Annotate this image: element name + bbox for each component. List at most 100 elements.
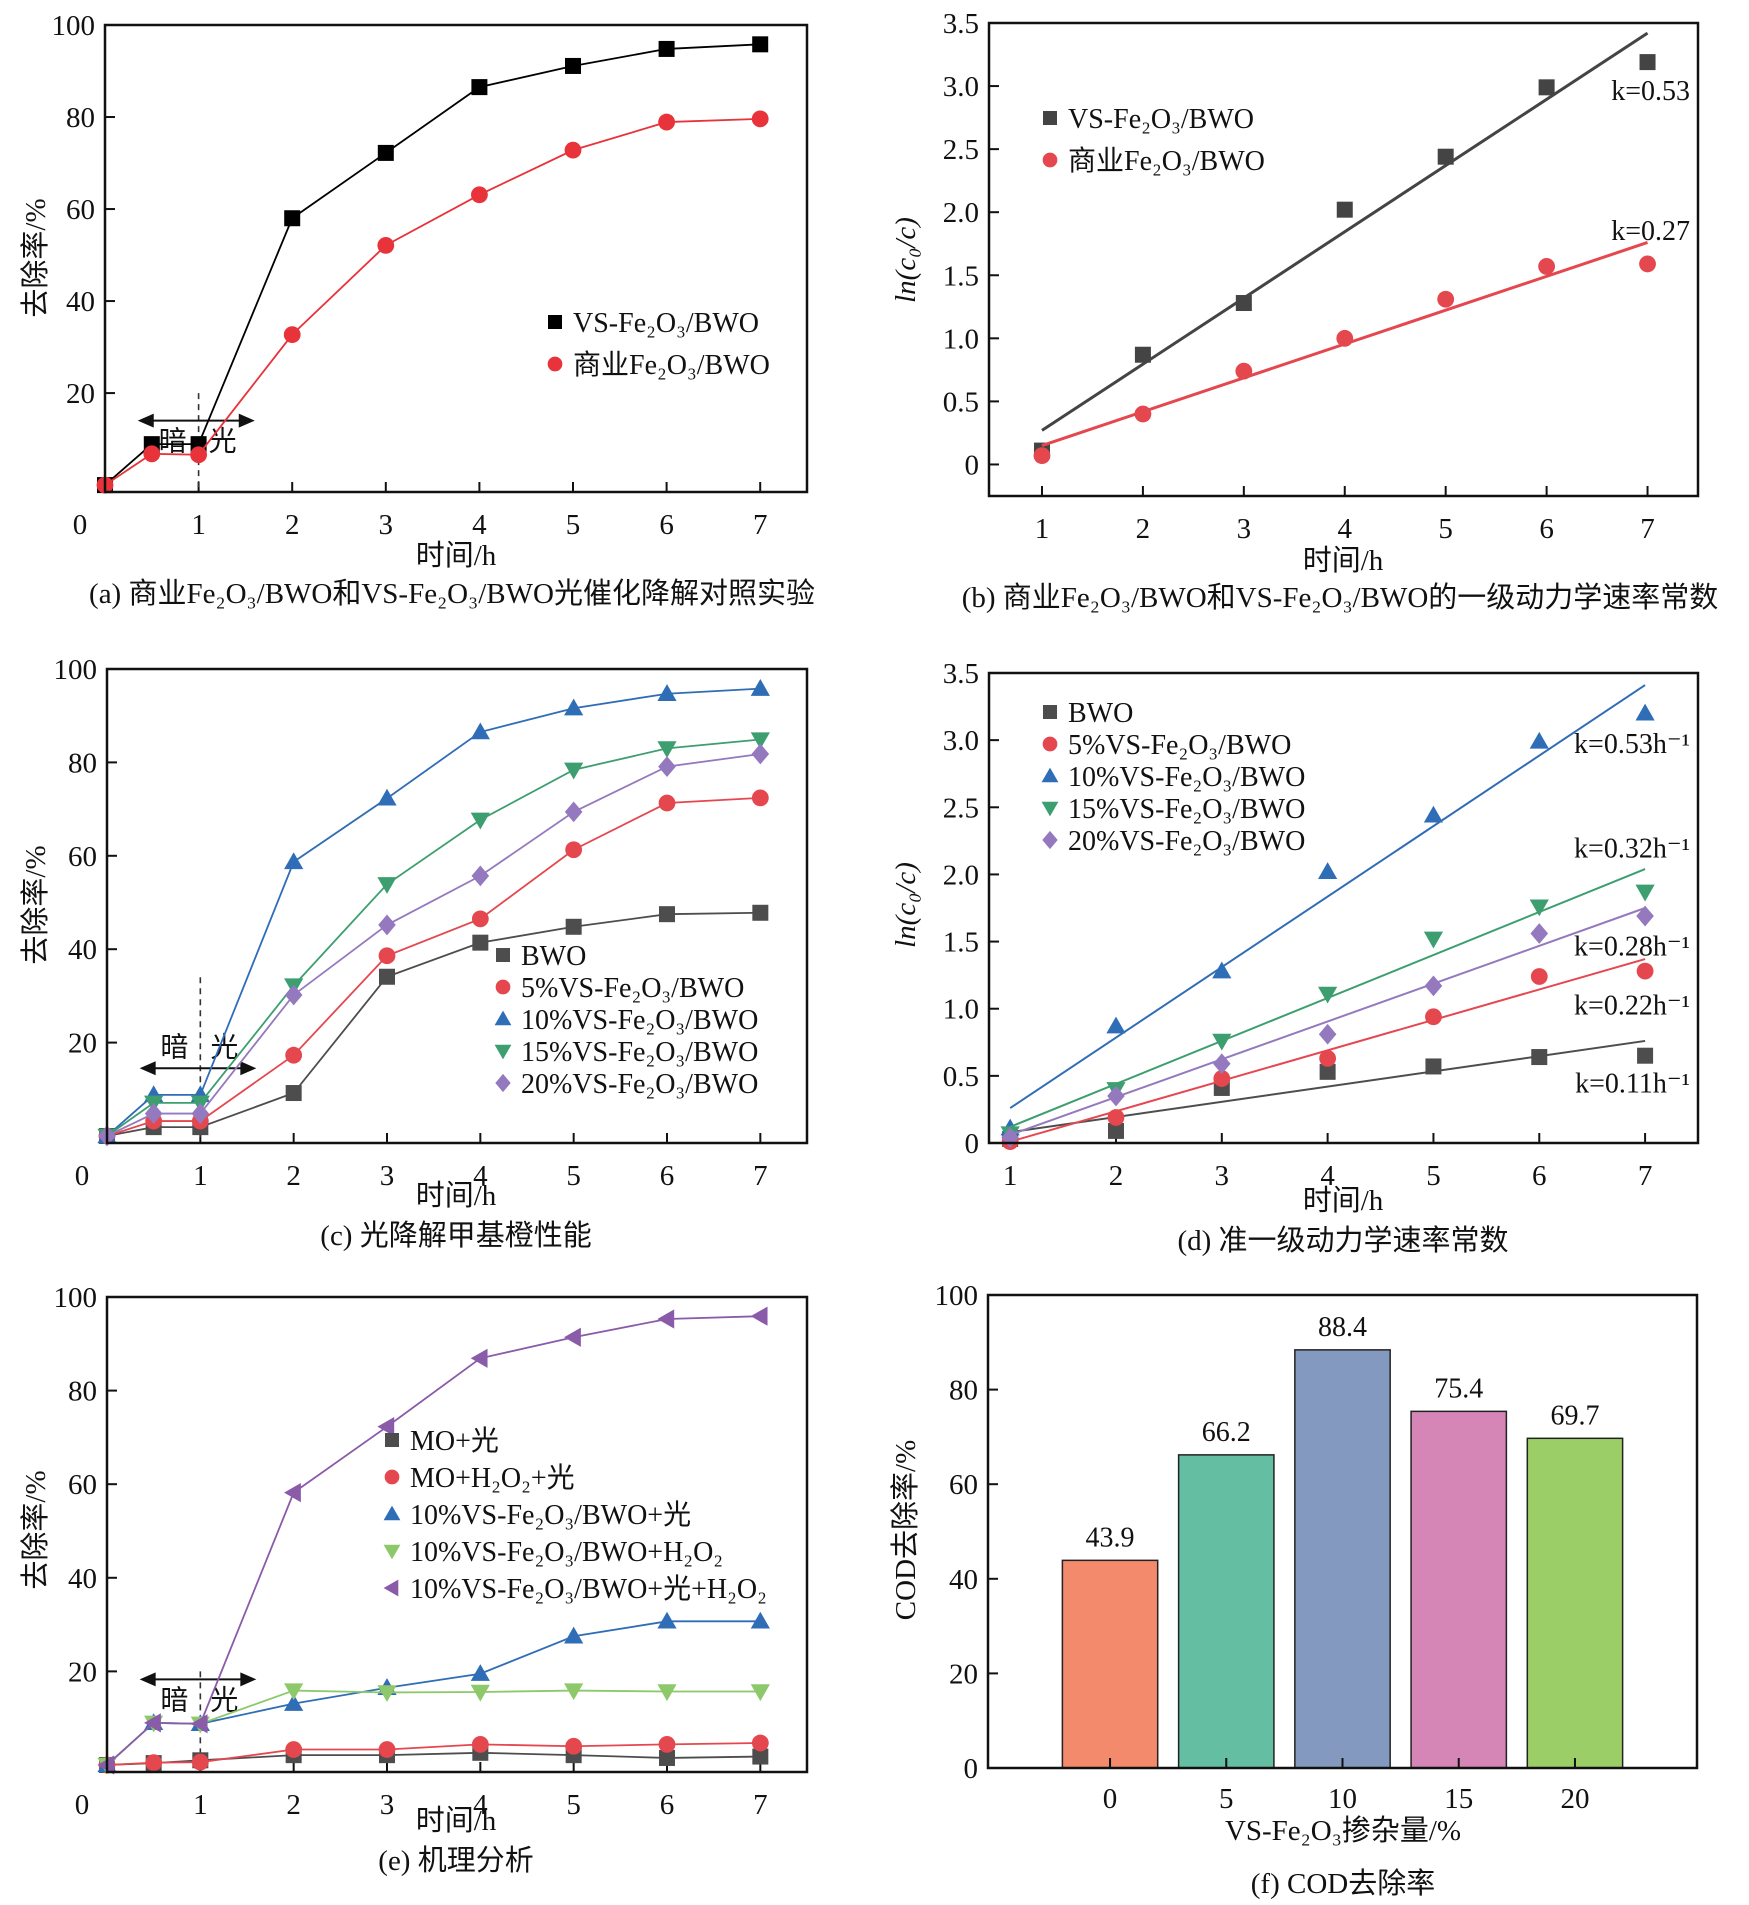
panel-c-ylabel: 去除率/% xyxy=(19,845,52,964)
x-tick-label: 5 xyxy=(566,1789,581,1821)
legend-marker xyxy=(494,1044,512,1060)
panel-d-ylabel: ln(c₀/c) xyxy=(890,862,922,948)
y-tick-label: 1.0 xyxy=(943,994,979,1026)
y-tick-label: 100 xyxy=(54,654,98,686)
data-point xyxy=(564,1683,584,1701)
data-point xyxy=(565,57,581,74)
x-tick-label: 6 xyxy=(660,1789,675,1821)
y-tick-label: 40 xyxy=(66,286,95,318)
legend-marker xyxy=(1041,767,1059,783)
plot-frame xyxy=(986,1293,1699,1770)
legend-label: BWO xyxy=(521,941,586,972)
dark-label: 暗 xyxy=(160,1684,188,1716)
legend-label: 15%VS-Fe₂O₃/BWO xyxy=(521,1037,758,1068)
legend-marker xyxy=(1043,705,1057,719)
data-point xyxy=(284,1483,301,1503)
x-tick-label: 0 xyxy=(1103,1783,1118,1815)
data-point xyxy=(1636,962,1654,980)
x-tick-label: 5 xyxy=(1219,1783,1234,1815)
data-point xyxy=(1318,986,1338,1004)
data-point xyxy=(1538,79,1555,96)
panel-a-xlabel: 时间/h xyxy=(416,539,497,572)
y-tick-label: 40 xyxy=(68,1563,97,1595)
data-point xyxy=(751,743,770,765)
data-point xyxy=(752,36,769,53)
data-point xyxy=(750,1611,770,1629)
bar-data-label: 75.4 xyxy=(1434,1373,1483,1404)
legend-label: 10%VS-Fe₂O₃/BWO+H₂O₂ xyxy=(410,1537,723,1568)
data-point xyxy=(284,210,301,227)
x-tick-label: 0 xyxy=(73,509,88,541)
legend-label: MO+光 xyxy=(410,1425,499,1457)
data-point xyxy=(284,852,304,870)
dark-label: 暗 xyxy=(160,1031,188,1063)
y-tick-label: 0 xyxy=(965,449,980,481)
x-tick-label: 2 xyxy=(286,1789,301,1821)
legend-label: 商业Fe₂O₃/BWO xyxy=(1068,145,1265,177)
x-tick-label: 5 xyxy=(566,509,581,541)
rate-constant-label: k=0.11h⁻¹ xyxy=(1575,1069,1690,1100)
legend-marker xyxy=(495,979,511,995)
y-tick-label: 100 xyxy=(52,10,96,42)
data-point xyxy=(283,326,301,344)
panel-f-caption: (f) COD去除率 xyxy=(1251,1867,1435,1900)
panel-f-ylabel: COD去除率/% xyxy=(889,1440,922,1620)
y-tick-label: 40 xyxy=(68,934,97,966)
panel-c-xlabel: 时间/h xyxy=(416,1179,497,1212)
legend-label: 商业Fe₂O₃/BWO xyxy=(573,349,770,381)
y-tick-label: 60 xyxy=(68,1469,97,1501)
y-tick-label: 20 xyxy=(66,378,95,410)
data-point xyxy=(750,679,770,696)
x-tick-label: 7 xyxy=(753,1789,768,1821)
fit-line xyxy=(1009,907,1646,1136)
data-point xyxy=(565,918,582,935)
x-tick-label: 2 xyxy=(285,509,300,541)
bar xyxy=(1410,1410,1508,1769)
data-point xyxy=(285,1046,303,1064)
data-point xyxy=(1639,255,1656,273)
x-tick-label: 7 xyxy=(1638,1160,1653,1192)
plot-frame xyxy=(103,23,809,494)
x-tick-label: 6 xyxy=(1532,1160,1547,1192)
data-point xyxy=(190,1714,208,1734)
x-tick-label: 20 xyxy=(1560,1783,1589,1815)
data-point xyxy=(190,446,208,464)
data-point xyxy=(1319,1050,1337,1067)
data-point xyxy=(658,113,675,131)
y-tick-label: 100 xyxy=(54,1282,98,1314)
data-point xyxy=(658,794,676,812)
data-point xyxy=(1318,862,1338,879)
x-tick-label: 3 xyxy=(380,1160,395,1192)
data-point xyxy=(145,1754,163,1772)
data-point xyxy=(564,698,584,716)
data-point xyxy=(378,1741,396,1758)
y-tick-label: 100 xyxy=(935,1280,979,1312)
data-point xyxy=(1213,1070,1231,1087)
arrow-head-left xyxy=(139,1061,156,1076)
x-tick-label: 1 xyxy=(191,509,206,541)
plot-frame xyxy=(987,671,1700,1145)
x-tick-label: 4 xyxy=(473,1160,488,1192)
legend-marker xyxy=(1042,152,1058,168)
data-point xyxy=(470,1684,490,1702)
bar xyxy=(1294,1349,1391,1769)
data-point xyxy=(657,684,677,701)
arrow-head-right xyxy=(240,1061,257,1076)
bar-data-label: 88.4 xyxy=(1318,1312,1367,1343)
x-tick-label: 4 xyxy=(1338,513,1353,545)
data-point xyxy=(1425,1008,1442,1026)
panel-b-ylabel: ln(c₀/c) xyxy=(890,217,922,303)
legend-marker xyxy=(1042,736,1058,752)
legend-marker xyxy=(547,356,563,372)
y-tick-label: 3.5 xyxy=(943,658,979,690)
data-point xyxy=(565,1737,583,1755)
data-point xyxy=(379,968,395,985)
fit-line xyxy=(1009,684,1646,1109)
panel-d-xlabel: 时间/h xyxy=(1303,1184,1384,1217)
data-point xyxy=(1106,1016,1126,1034)
panel-d: 1 2 3 4 5 6 7 0 0.5 1.0 1.5 2.0 2.5 3.0 3.5 k=0.11h⁻¹ k=… xyxy=(890,658,1700,1257)
x-tick-label: 2 xyxy=(1109,1160,1124,1192)
data-point xyxy=(377,1417,395,1437)
panel-b-marks: 1 2 3 4 5 6 7 0 0.5 1.0 1.5 2.0 2.5 3.0 3.5 k=0.53 k=0.2… xyxy=(943,8,1700,545)
